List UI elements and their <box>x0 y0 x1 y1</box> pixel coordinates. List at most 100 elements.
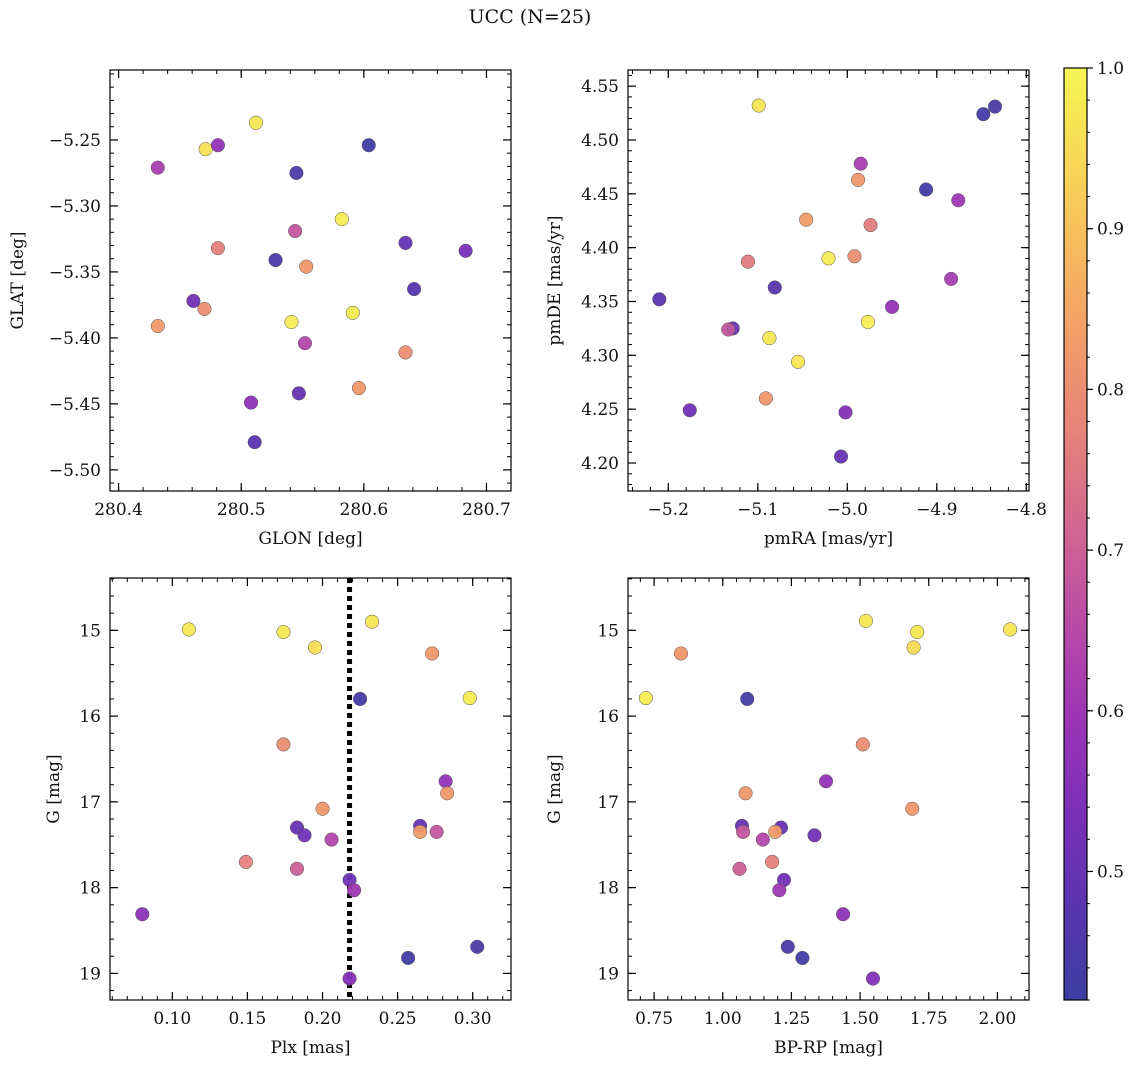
scatter-point <box>905 801 920 816</box>
scatter-point <box>425 646 440 661</box>
scatter-point <box>836 907 851 922</box>
scatter-point <box>682 403 697 418</box>
y-tick-label: −5.50 <box>49 461 101 481</box>
x-tick-label: 0.15 <box>228 1009 266 1029</box>
scatter-point <box>673 646 689 661</box>
x-axis-label: BP-RP [mag] <box>774 1038 883 1058</box>
scatter-point <box>198 142 213 157</box>
colorbar-gradient <box>1063 67 1088 1001</box>
scatter-point <box>858 613 873 628</box>
scatter-point <box>462 691 477 706</box>
x-axis-label: Plx [mas] <box>270 1038 350 1058</box>
scatter-point <box>758 391 773 406</box>
scatter-point <box>721 322 736 337</box>
scatter-point <box>768 824 783 839</box>
colorbar-tick-label: 1.0 <box>1097 59 1124 79</box>
colorbar: 0.5 0.6 0.7 0.8 0.9 1.0 <box>1063 59 1124 1001</box>
y-axis-label: G [mag] <box>44 754 64 823</box>
plx-g-panel: 0.10 0.15 0.20 0.25 0.30 15 16 17 18 19 Plx [mas] G… <box>44 577 512 1058</box>
y-tick-label: 19 <box>597 964 619 984</box>
x-tick-label: 0.10 <box>153 1009 191 1029</box>
x-tick-label: 1.00 <box>704 1009 742 1029</box>
x-tick-label: 280.5 <box>217 500 266 520</box>
scatter-point <box>351 381 366 396</box>
scatter-point <box>987 99 1003 114</box>
y-tick-label: 4.30 <box>581 346 619 366</box>
scatter-point <box>135 907 150 922</box>
glon-glat-panel: 280.4 280.5 280.6 280.7 −5.50 −5.45 −5.40 −5.35… <box>8 69 512 549</box>
scatter-point <box>853 156 868 171</box>
scatter-point <box>365 614 380 629</box>
scatter-point <box>353 691 368 706</box>
colorbar-tick-label: 0.8 <box>1097 380 1124 400</box>
axes-frame <box>109 69 512 492</box>
y-tick-label: 15 <box>597 621 619 641</box>
scatter-point <box>944 271 959 286</box>
scatter-point <box>855 737 870 752</box>
y-tick-label: 4.40 <box>581 239 619 259</box>
scatter-point <box>334 212 349 227</box>
colorbar-tick-label: 0.9 <box>1097 220 1124 240</box>
scatter-point <box>210 241 225 256</box>
y-tick-label: 15 <box>79 621 101 641</box>
scatter-point <box>821 251 836 266</box>
y-tick-label: −5.45 <box>49 395 101 415</box>
scatter-point <box>429 824 444 839</box>
scatter-point <box>751 98 766 113</box>
scatter-point <box>289 165 304 180</box>
scatter-point <box>243 395 259 410</box>
scatter-point <box>762 331 777 346</box>
scatter-point <box>951 193 966 208</box>
scatter-point <box>291 386 306 401</box>
scatter-point <box>299 259 314 274</box>
y-tick-label: 18 <box>597 879 619 899</box>
x-tick-label: −4.9 <box>916 500 957 520</box>
scatter-point <box>247 435 262 450</box>
scatter-point <box>440 786 455 801</box>
y-tick-label: 4.50 <box>581 131 619 151</box>
x-axis-label: GLON [deg] <box>258 529 362 549</box>
x-tick-label: −5.1 <box>737 500 778 520</box>
scatter-point <box>818 774 834 789</box>
x-tick-label: 280.4 <box>94 500 143 520</box>
scatter-point <box>297 336 313 351</box>
y-tick-label: 19 <box>79 964 101 984</box>
y-axis-label: pmDE [mas/yr] <box>545 215 565 345</box>
x-tick-label: 1.25 <box>772 1009 810 1029</box>
y-tick-label: 4.45 <box>581 185 619 205</box>
y-tick-label: 4.55 <box>581 77 619 97</box>
scatter-point <box>288 223 303 239</box>
y-tick-label: −5.30 <box>49 197 101 217</box>
scatter-point <box>906 640 921 655</box>
colorbar-tick-label: 0.6 <box>1097 702 1124 722</box>
x-tick-label: −5.2 <box>648 500 689 520</box>
scatter-point <box>976 107 991 122</box>
scatter-point <box>210 138 225 153</box>
scatter-point <box>324 832 339 847</box>
scatter-point <box>401 950 416 966</box>
scatter-point <box>345 305 360 320</box>
y-axis-label: GLAT [deg] <box>8 231 28 329</box>
scatter-point <box>238 854 253 869</box>
scatter-point <box>652 292 667 307</box>
x-tick-label: 0.20 <box>304 1009 342 1029</box>
scatter-point <box>186 293 201 309</box>
y-tick-label: 4.25 <box>581 400 619 420</box>
scatter-point <box>248 115 263 130</box>
scatter-point <box>863 217 878 233</box>
scatter-point <box>297 828 312 843</box>
scatter-point <box>847 249 862 264</box>
scatter-point <box>919 182 934 197</box>
scatter-point <box>276 624 291 640</box>
scatter-point <box>438 774 453 789</box>
scatter-point <box>398 345 413 360</box>
x-tick-label: 280.6 <box>340 500 389 520</box>
scatter-point <box>755 832 770 847</box>
scatter-point <box>740 691 755 706</box>
scatter-point <box>833 449 849 464</box>
scatter-point <box>407 282 422 297</box>
scatter-point <box>289 861 305 876</box>
scatter-point <box>284 315 299 330</box>
scatter-point <box>470 939 485 954</box>
